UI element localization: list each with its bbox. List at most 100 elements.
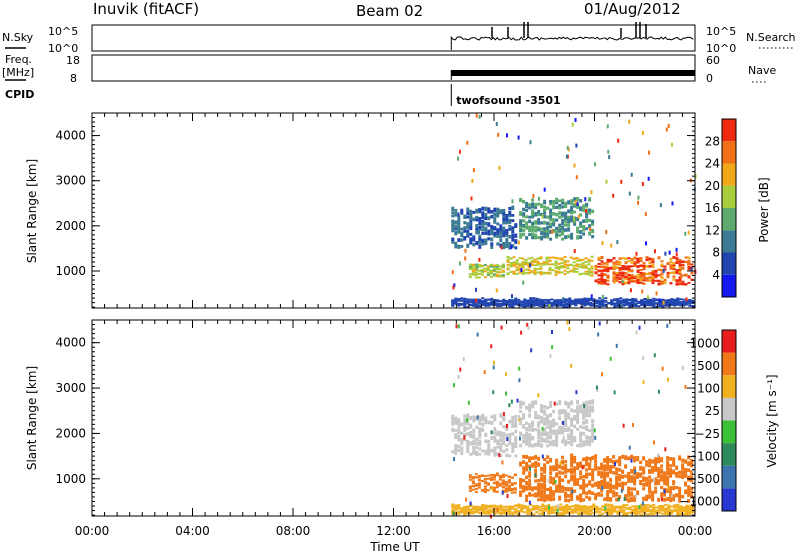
data-cell: [529, 297, 533, 300]
data-cell: [651, 497, 655, 502]
data-cell: [472, 428, 476, 434]
data-cell: [570, 453, 574, 459]
data-cell: [579, 425, 583, 429]
data-cell: [603, 497, 607, 501]
data-cell: [533, 258, 537, 261]
data-cell: [690, 486, 694, 491]
data-cell: [544, 509, 548, 512]
data-cell: [597, 278, 601, 281]
data-cell: [651, 272, 655, 276]
data-cell: [670, 505, 674, 508]
data-cell: [562, 508, 566, 511]
data-cell: [564, 228, 568, 232]
data-cell: [531, 232, 535, 237]
data-cell: [511, 229, 515, 234]
freq-trace: [450, 70, 695, 80]
data-cell: [564, 420, 568, 426]
data-cell: [688, 506, 692, 509]
data-cell: [627, 471, 631, 477]
data-speck: [549, 354, 552, 359]
data-speck: [502, 411, 505, 416]
data-cell: [590, 272, 594, 275]
y-tick-label: 2000: [55, 426, 86, 440]
data-cell: [475, 425, 479, 429]
data-speck: [620, 179, 623, 184]
data-cell: [552, 204, 556, 210]
data-cell: [522, 401, 526, 406]
data-speck: [528, 466, 531, 471]
data-cell: [561, 429, 565, 435]
data-cell: [501, 265, 505, 268]
data-cell: [546, 496, 550, 501]
data-cell: [615, 273, 619, 276]
data-cell: [454, 416, 458, 421]
data-cell: [492, 478, 496, 481]
data-cell: [630, 274, 634, 277]
data-cell: [600, 462, 604, 468]
data-cell: [601, 304, 605, 307]
data-cell: [581, 266, 585, 269]
data-cell: [672, 462, 676, 467]
data-cell: [507, 478, 511, 481]
data-cell: [522, 414, 526, 420]
data-cell: [615, 278, 619, 282]
data-cell: [597, 470, 601, 476]
data-cell: [619, 506, 623, 509]
data-cell: [594, 454, 598, 460]
data-cell: [552, 422, 556, 428]
data-cell: [472, 451, 476, 455]
data-cell: [588, 231, 592, 236]
data-cell: [552, 465, 556, 469]
data-cell: [684, 481, 688, 487]
data-cell: [484, 206, 488, 212]
data-cell: [606, 467, 610, 471]
data-speck: [637, 200, 640, 205]
data-cell: [598, 510, 602, 513]
data-cell: [672, 256, 676, 259]
data-speck: [469, 501, 472, 506]
data-cell: [583, 301, 587, 304]
data-cell: [606, 283, 610, 286]
data-cell: [557, 267, 561, 270]
data-cell: [535, 511, 539, 514]
data-cell: [477, 272, 481, 275]
data-cell: [612, 484, 616, 490]
data-cell: [469, 425, 473, 429]
data-cell: [548, 271, 552, 274]
data-cell: [570, 215, 574, 220]
data-cell: [673, 509, 677, 512]
data-cell: [567, 426, 571, 432]
data-cell: [537, 202, 541, 206]
data-cell: [531, 209, 535, 213]
data-speck: [607, 149, 610, 154]
data-cell: [633, 458, 637, 463]
data-cell: [642, 470, 646, 475]
data-cell: [567, 402, 571, 407]
data-cell: [529, 305, 533, 308]
data-cell: [533, 264, 537, 267]
data-cell: [501, 263, 505, 266]
data-cell: [460, 446, 464, 450]
data-cell: [669, 264, 673, 268]
data-cell: [600, 255, 604, 260]
data-cell: [559, 503, 563, 506]
data-cell: [533, 261, 537, 264]
data-cell: [472, 302, 476, 305]
data-speck: [476, 332, 479, 337]
data-cell: [457, 428, 461, 434]
data-cell: [652, 300, 656, 303]
data-cell: [468, 275, 472, 278]
data-cell: [672, 262, 676, 265]
data-cell: [634, 510, 638, 513]
data-cell: [552, 481, 556, 486]
data-cell: [604, 304, 608, 307]
data-cell: [652, 510, 656, 513]
data-cell: [513, 473, 517, 476]
data-cell: [570, 457, 574, 464]
data-cell: [595, 509, 599, 512]
data-cell: [549, 494, 553, 499]
data-speck: [541, 454, 544, 459]
data-cell: [560, 264, 564, 267]
data-cell: [478, 300, 482, 303]
